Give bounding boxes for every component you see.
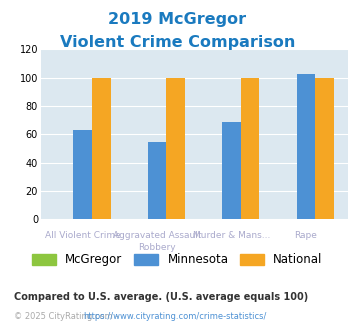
Text: All Violent Crime: All Violent Crime: [45, 231, 121, 240]
Text: Compared to U.S. average. (U.S. average equals 100): Compared to U.S. average. (U.S. average …: [14, 292, 308, 302]
Text: Murder & Mans...: Murder & Mans...: [193, 231, 270, 240]
Text: 2019 McGregor: 2019 McGregor: [108, 12, 247, 26]
Bar: [241, 78, 260, 219]
Text: Robbery: Robbery: [138, 243, 176, 252]
Text: https://www.cityrating.com/crime-statistics/: https://www.cityrating.com/crime-statist…: [83, 312, 267, 321]
Legend: McGregor, Minnesota, National: McGregor, Minnesota, National: [32, 253, 323, 266]
Text: © 2025 CityRating.com -: © 2025 CityRating.com -: [14, 312, 121, 321]
Text: Violent Crime Comparison: Violent Crime Comparison: [60, 35, 295, 50]
Bar: [73, 130, 92, 219]
Bar: [166, 78, 185, 219]
Bar: [297, 74, 315, 219]
Bar: [315, 78, 334, 219]
Text: Aggravated Assault: Aggravated Assault: [113, 231, 201, 240]
Bar: [92, 78, 111, 219]
Bar: [222, 122, 241, 219]
Text: Rape: Rape: [295, 231, 317, 240]
Bar: [148, 142, 166, 219]
